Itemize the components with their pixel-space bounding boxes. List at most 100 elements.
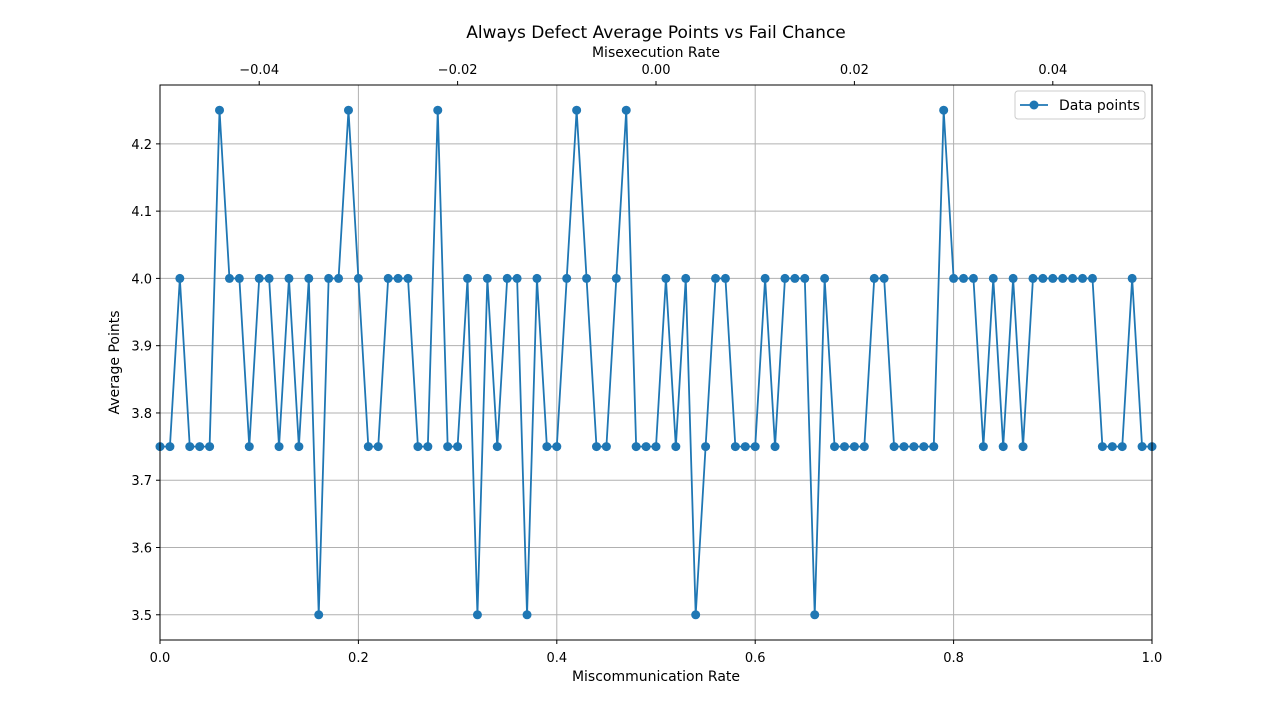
- y-tick-label: 4.2: [131, 138, 152, 153]
- data-point: [711, 273, 721, 283]
- data-point: [998, 442, 1008, 452]
- legend-marker-swatch: [1029, 100, 1039, 110]
- data-point: [532, 273, 542, 283]
- data-point: [988, 273, 998, 283]
- data-point: [820, 273, 830, 283]
- data-point: [1117, 442, 1127, 452]
- data-point: [393, 273, 403, 283]
- data-point: [1068, 273, 1078, 283]
- data-point: [353, 273, 363, 283]
- data-point: [423, 442, 433, 452]
- data-point: [1107, 442, 1117, 452]
- x-tick-label: 0.8: [943, 651, 964, 666]
- data-point: [482, 273, 492, 283]
- data-point: [254, 273, 264, 283]
- data-point: [750, 442, 760, 452]
- data-point: [443, 442, 453, 452]
- data-point: [830, 442, 840, 452]
- y-axis-label: Average Points: [107, 311, 123, 415]
- x-tick-label: 1.0: [1142, 651, 1163, 666]
- data-point: [264, 273, 274, 283]
- data-point: [294, 442, 304, 452]
- data-point: [492, 442, 502, 452]
- data-point: [304, 273, 314, 283]
- data-point: [691, 610, 701, 620]
- data-point: [542, 442, 552, 452]
- data-point: [433, 105, 443, 115]
- data-point: [552, 442, 562, 452]
- legend-box: [1014, 90, 1146, 120]
- data-point: [730, 442, 740, 452]
- data-point: [641, 442, 651, 452]
- y-tick-label: 3.8: [131, 407, 152, 422]
- data-point: [800, 273, 810, 283]
- data-point: [770, 442, 780, 452]
- data-point: [879, 273, 889, 283]
- data-point: [968, 273, 978, 283]
- data-point: [621, 105, 631, 115]
- data-point: [1097, 442, 1107, 452]
- data-point: [780, 273, 790, 283]
- data-point: [334, 273, 344, 283]
- data-point: [899, 442, 909, 452]
- data-point: [651, 442, 661, 452]
- data-point: [681, 273, 691, 283]
- data-point: [1137, 442, 1147, 452]
- data-point: [591, 442, 601, 452]
- data-point: [701, 442, 711, 452]
- data-point: [165, 442, 175, 452]
- data-point: [631, 442, 641, 452]
- data-point: [760, 273, 770, 283]
- data-point: [929, 442, 939, 452]
- legend: Data points: [1014, 90, 1146, 120]
- data-point: [601, 442, 611, 452]
- x-tick-label: 0.6: [745, 651, 766, 666]
- data-point: [403, 273, 413, 283]
- data-point: [195, 442, 205, 452]
- y-tick-label: 4.1: [131, 205, 152, 220]
- data-point: [324, 273, 334, 283]
- data-point: [1028, 273, 1038, 283]
- data-point: [244, 442, 254, 452]
- data-point: [522, 610, 532, 620]
- series-line: [160, 109, 1152, 616]
- data-point: [909, 442, 919, 452]
- plot-frame: [159, 84, 1153, 641]
- x-axis-label: Miscommunication Rate: [572, 669, 740, 685]
- series-layer: [155, 105, 1157, 620]
- top-x-tick-label: 0.02: [840, 63, 869, 78]
- data-point: [790, 273, 800, 283]
- data-point: [859, 442, 869, 452]
- data-point: [849, 442, 859, 452]
- data-point: [224, 273, 234, 283]
- data-point: [1058, 273, 1068, 283]
- y-tick-label: 3.7: [131, 474, 152, 489]
- data-point: [671, 442, 681, 452]
- data-point: [215, 105, 225, 115]
- top-x-tick-label: 0.04: [1038, 63, 1067, 78]
- grid: [159, 85, 1153, 640]
- data-point: [472, 610, 482, 620]
- x-tick-label: 0.2: [348, 651, 369, 666]
- data-point: [661, 273, 671, 283]
- data-point: [383, 273, 393, 283]
- data-point: [185, 442, 195, 452]
- y-tick-label: 3.5: [131, 609, 152, 624]
- data-point: [363, 442, 373, 452]
- data-point: [175, 273, 185, 283]
- data-point: [205, 442, 215, 452]
- axes: 0.0 0.2 0.4 0.6 0.8 1.0 −0.04 −0.02 0.00 0.02 0.04…: [131, 63, 1162, 666]
- x-tick-label: 0.0: [150, 651, 171, 666]
- data-point: [1048, 273, 1058, 283]
- top-x-tick-label: −0.04: [239, 63, 279, 78]
- data-point: [463, 273, 473, 283]
- x-tick-label: 0.4: [546, 651, 567, 666]
- data-point: [572, 105, 582, 115]
- y-tick-label: 3.6: [131, 542, 152, 557]
- top-x-tick-label: 0.00: [642, 63, 671, 78]
- data-point: [1018, 442, 1028, 452]
- data-point: [939, 105, 949, 115]
- data-point: [413, 442, 423, 452]
- data-point: [284, 273, 294, 283]
